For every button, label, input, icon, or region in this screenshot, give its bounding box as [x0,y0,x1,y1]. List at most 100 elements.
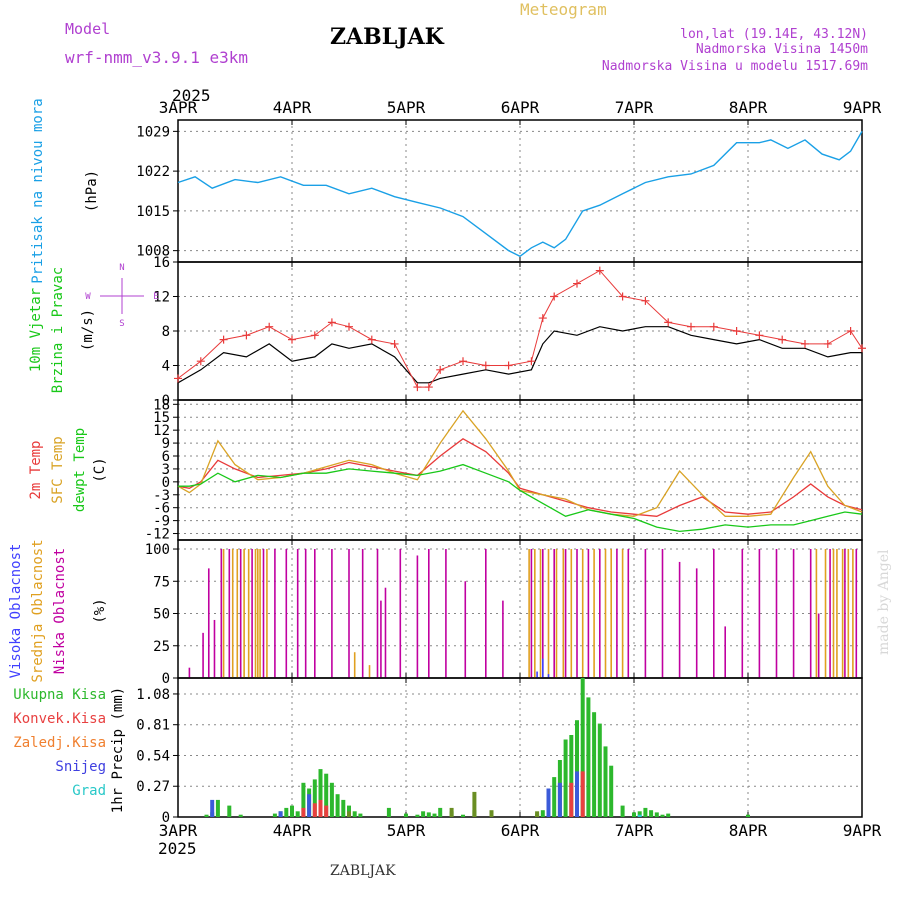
y-tick-label: 1015 [136,204,170,220]
wind-label-2: Brzina i Pravac [50,267,66,393]
precip-legend-item: Snijeg [55,759,106,775]
precip-bar-total [643,807,648,817]
y-tick-label: 4 [162,359,170,375]
precip-bar-total [404,813,408,817]
precip-bar-total [301,782,306,817]
date-label-top: 5APR [387,98,426,117]
precip-bar-convective [318,799,323,817]
y-tick-label: 6 [162,449,170,465]
model-altitude-label: Nadmorska Visina u modelu 1517.69m [602,59,868,74]
pressure-panel: 1008 1015 1022 1029 [136,119,863,263]
date-label-bottom: 5APR [387,821,426,840]
precip-bar-total [580,678,585,817]
x-axis-top: 3APR 4APR 5APR 6APR 7APR 8APR 9APR [159,98,882,117]
precip-bar-snow [278,811,283,817]
cloud-label-low: Niska Oblacnost [52,548,68,674]
gust-marker [174,374,182,383]
wind-panel: 0 4 8 12 16 N S W E [85,255,866,409]
y-tick-label: 75 [153,574,170,590]
gust-marker [242,331,251,340]
precip-bar-total [637,811,642,817]
gust-marker [504,361,513,370]
precip-bar-snow [575,771,579,817]
y-tick-label: 12 [153,290,170,306]
precip-legend-item: Zaledj.Kisa [13,735,106,751]
pressure-unit: (hPa) [84,170,100,212]
precip-bar-total [329,782,334,817]
precip-bar-total [552,777,557,817]
precip-bar-total [295,811,300,817]
y-tick-label: 0.81 [136,718,170,734]
date-label-top: 8APR [729,98,768,117]
gust-marker [618,292,627,301]
precip-bar-total [597,723,602,817]
precip-bar-frozen [535,811,540,817]
date-label-bottom: 9APR [843,821,882,840]
wind-unit: (m/s) [80,309,96,351]
gust-marker [527,357,536,366]
precip-bar-total [335,794,340,817]
y-tick-label: 18 [153,397,170,413]
precip-bar-total [575,720,579,817]
date-label-bottom: 6APR [501,821,540,840]
precip-bar-total [426,812,431,817]
altitude-label: Nadmorska Visina 1450m [696,42,868,57]
gust-marker [481,361,490,370]
precip-bar-total [666,813,671,817]
y-tick-label: 12 [153,423,170,439]
gust-marker [732,327,741,335]
precip-bar-total [746,814,750,817]
cloud-label-mid: Srednja Oblacnost [30,539,46,682]
lonlat-label: lon,lat (19.14E, 43.12N) [680,27,868,42]
precip-bar-total [438,807,443,817]
gust-marker [846,327,855,335]
precip-bar-total [341,799,346,817]
precip-bar-total [318,769,323,817]
date-label-top: 7APR [615,98,654,117]
date-label-top: 6APR [501,98,540,117]
temp-label-dew: dewpt Temp [72,428,88,512]
y-tick-label: -9 [153,514,170,530]
precip-bar-frozen [472,791,477,817]
gust-marker [573,279,581,288]
y-tick-label: 0.54 [136,748,170,764]
precip-bar-total [586,697,591,817]
y-tick-label: 50 [153,607,170,623]
gust-marker [367,335,376,344]
gust-marker [265,322,274,331]
precip-legend-item: Ukupna Kisa [13,687,106,703]
temp-line-dew [178,463,863,533]
y-tick-label: 25 [153,639,170,655]
precip-bar-total [603,746,608,817]
gust-marker [413,383,422,392]
precip-bar-snow [307,794,312,817]
meteogram-label: Meteogram [520,0,607,19]
compass-w: W [85,292,91,302]
cloud-panel: 0 25 50 75 100 [145,539,863,687]
y-tick-label: -3 [153,488,170,504]
precip-bar-total [654,812,659,817]
model-label: Model [65,20,110,38]
precip-legend-item: Konvek.Kisa [13,711,106,727]
gust-marker [595,266,604,275]
precip-bar-total [352,811,357,817]
precip-bar-total [660,814,665,817]
temp-line-sfc [177,409,863,517]
gust-marker [310,331,319,340]
precip-bar-total [290,805,294,817]
y-tick-label: -12 [145,527,170,543]
date-label-bottom: 4APR [273,821,312,840]
gust-marker [687,322,695,331]
precip-bar-total [569,735,574,817]
pressure-line [177,131,863,258]
precip-bar-snow [546,788,551,817]
y-tick-label: -6 [153,501,170,517]
wind-gust-line [177,269,863,388]
compass-e: E [153,292,158,302]
y-tick-label: 0 [162,810,170,826]
y-tick-label: 15 [153,410,170,426]
precip-legend-item: Grad [72,783,106,799]
precip-bar-total [620,805,625,817]
y-tick-label: 0 [162,671,170,687]
